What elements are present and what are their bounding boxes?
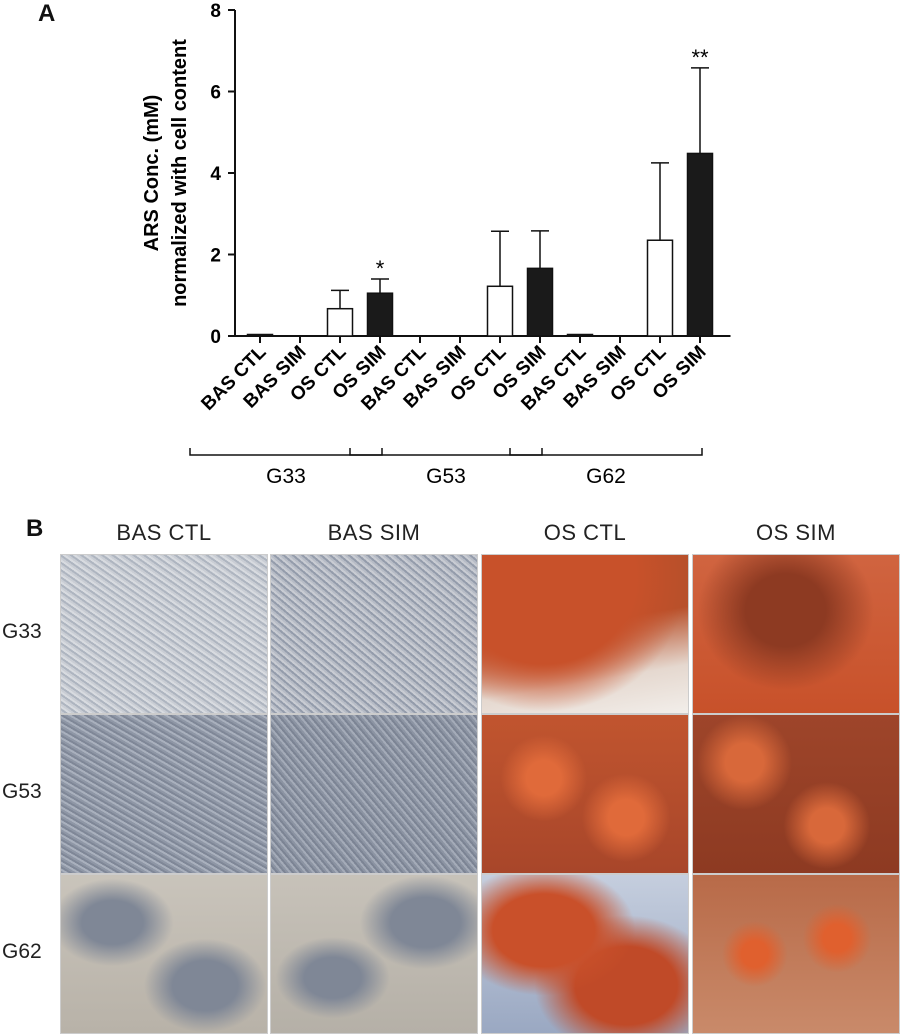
- chart-axes: 0 2 4 6 8: [210, 1, 731, 348]
- bar: [366, 292, 394, 337]
- group-bracket: [349, 448, 543, 456]
- micrograph-image: [270, 874, 478, 1034]
- significance-marker: *: [376, 256, 385, 281]
- bar: [486, 285, 514, 337]
- bar: [686, 152, 714, 337]
- micrograph-column-label: BAS SIM: [327, 520, 421, 545]
- panel-a-label: A: [38, 0, 56, 27]
- micrograph-image: [481, 554, 689, 714]
- micrograph-column-label: BAS CTL: [116, 520, 212, 545]
- group-label: G53: [426, 465, 466, 488]
- y-tick-label: 0: [210, 327, 221, 348]
- group-bracket: [509, 448, 703, 456]
- y-tick-label: 8: [210, 1, 221, 22]
- y-tick-label: 2: [210, 246, 221, 267]
- y-axis-label-line1: ARS Conc. (mM): [141, 95, 163, 252]
- micrograph-image: [60, 554, 268, 714]
- bar: [646, 239, 674, 337]
- panel-b-label: B: [26, 515, 44, 542]
- micrograph-image: [270, 554, 478, 714]
- micrograph-image: [692, 874, 900, 1034]
- chart-bars: ***: [246, 45, 714, 337]
- group-brackets: G33 G53 G62: [189, 448, 703, 488]
- micrograph-image: [270, 714, 478, 874]
- micrograph-image: [60, 874, 268, 1034]
- micrograph-image: [692, 714, 900, 874]
- group-label: G33: [266, 465, 306, 488]
- micrograph-image: [481, 714, 689, 874]
- group-label: G62: [586, 465, 626, 488]
- significance-marker: **: [691, 45, 709, 70]
- micrograph-column-label: OS SIM: [755, 520, 836, 545]
- group-bracket: [189, 448, 383, 456]
- micrograph-row-label: G53: [2, 780, 42, 803]
- y-tick-label: 4: [210, 164, 221, 185]
- y-tick-label: 6: [210, 83, 221, 104]
- bar: [566, 333, 594, 337]
- micrograph-row-label: G62: [2, 940, 42, 963]
- bar: [326, 307, 354, 337]
- micrograph-image: [692, 554, 900, 714]
- y-axis-label-line2: normalized with cell content: [169, 39, 191, 307]
- bar: [526, 267, 554, 337]
- micrograph-image: [60, 714, 268, 874]
- micrograph-row-label: G33: [2, 620, 42, 643]
- micrograph-column-label: OS CTL: [543, 520, 627, 545]
- bar: [246, 333, 274, 337]
- micrograph-image: [481, 874, 689, 1034]
